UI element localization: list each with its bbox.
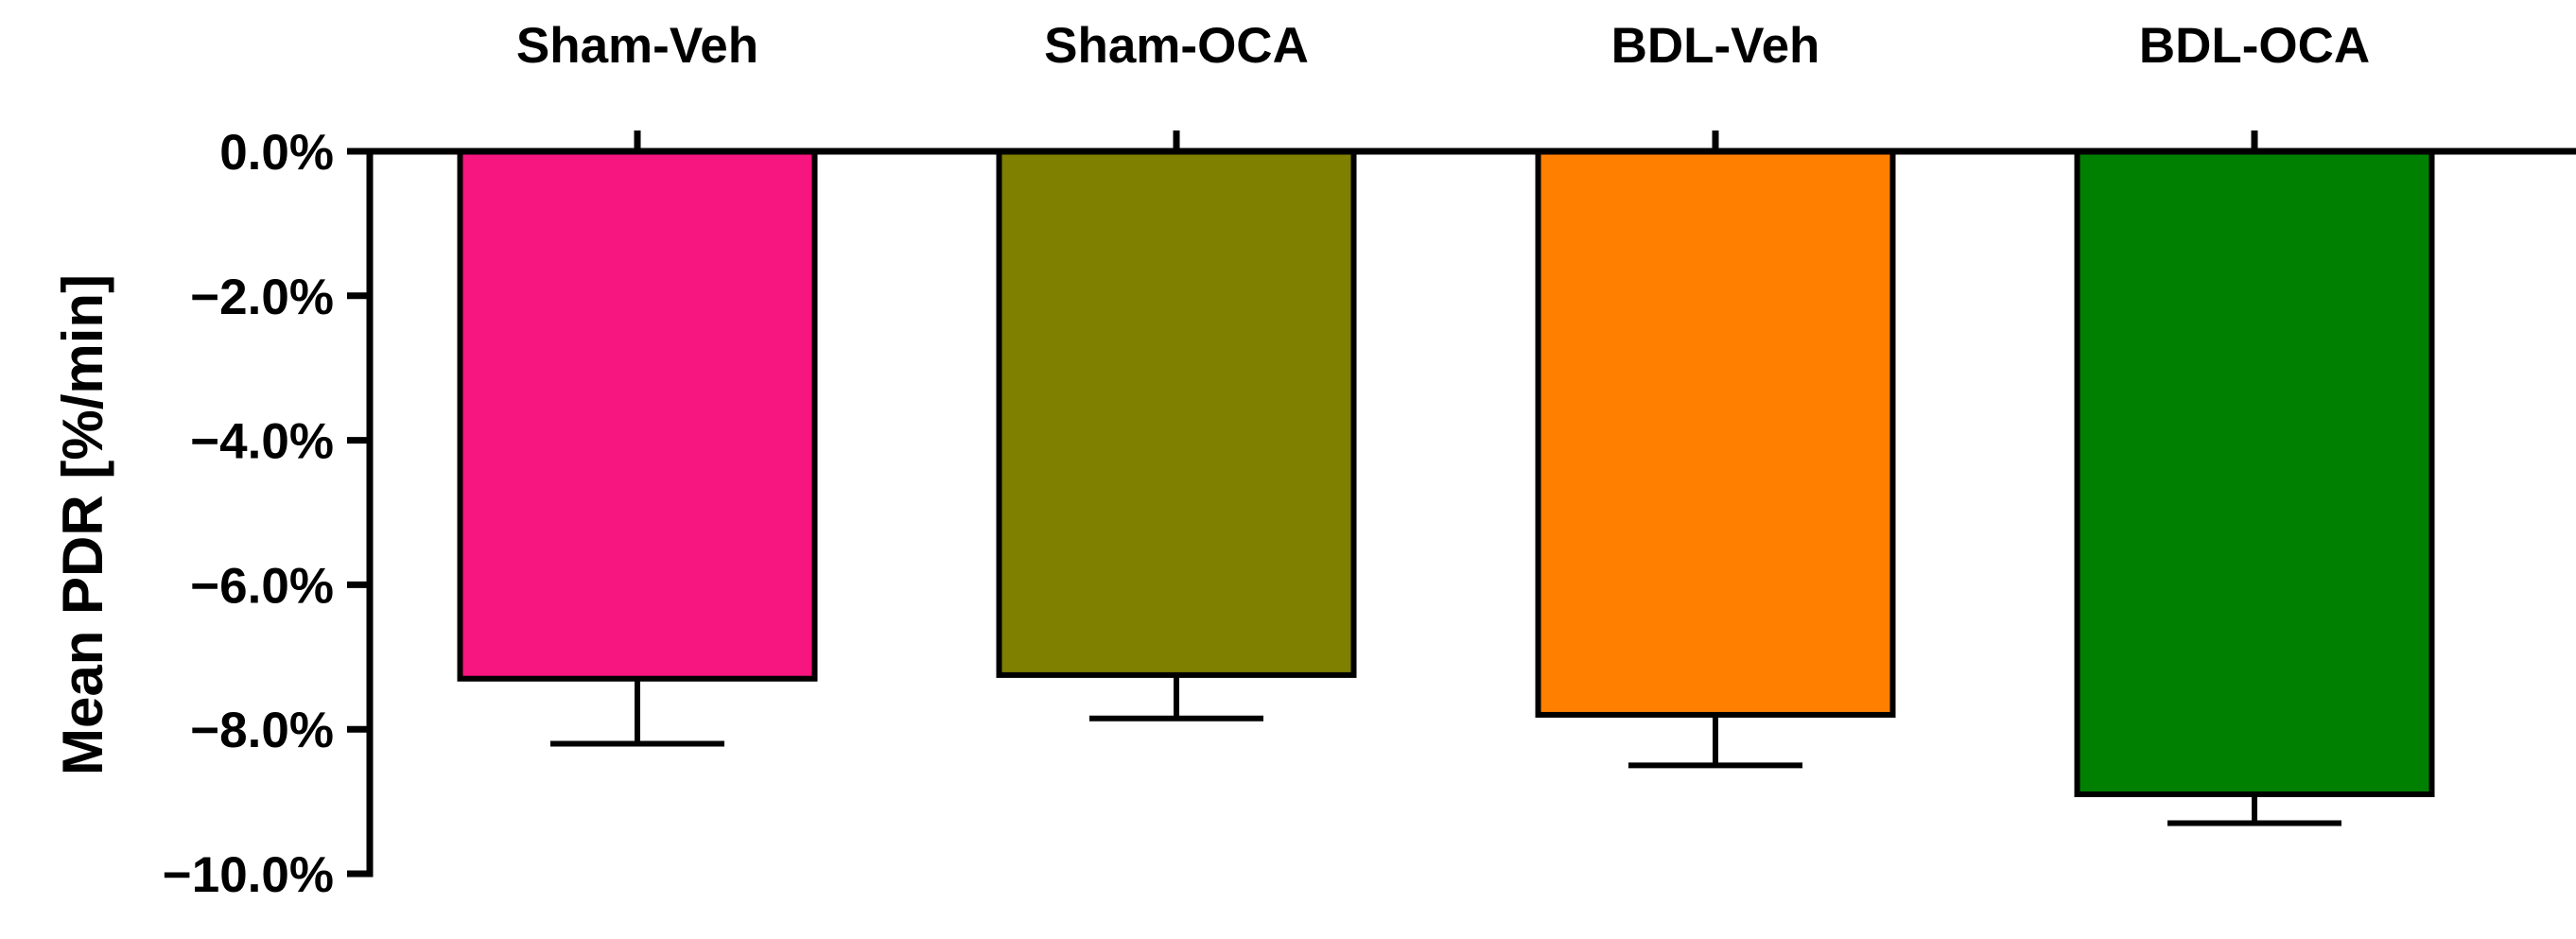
category-labels: Sham-Veh Sham-OCA BDL-Veh BDL-OCA [516,18,2370,151]
y-tick-label: −8.0% [190,703,334,758]
bar-sham-veh [457,148,818,682]
y-tick-label: 0.0% [219,125,334,181]
error-bars [550,674,2341,826]
y-tick-label: −4.0% [190,414,334,470]
bars [457,148,2435,797]
category-label: BDL-Veh [1611,18,1820,74]
y-tick-label: −2.0% [190,270,334,325]
bar-sham-oca [996,148,1357,678]
y-axis-ticks: 0.0% −2.0% −4.0% −6.0% −8.0% −10.0% [163,125,370,903]
y-tick-label: −6.0% [190,558,334,614]
category-label: Sham-Veh [516,18,758,74]
y-tick-label: −10.0% [163,847,334,903]
bar-bdl-oca [2074,148,2435,797]
category-label: BDL-OCA [2139,18,2370,74]
bar-bdl-veh [1535,148,1896,718]
category-label: Sham-OCA [1044,18,1309,74]
y-axis-title: Mean PDR [%/min] [51,274,114,775]
